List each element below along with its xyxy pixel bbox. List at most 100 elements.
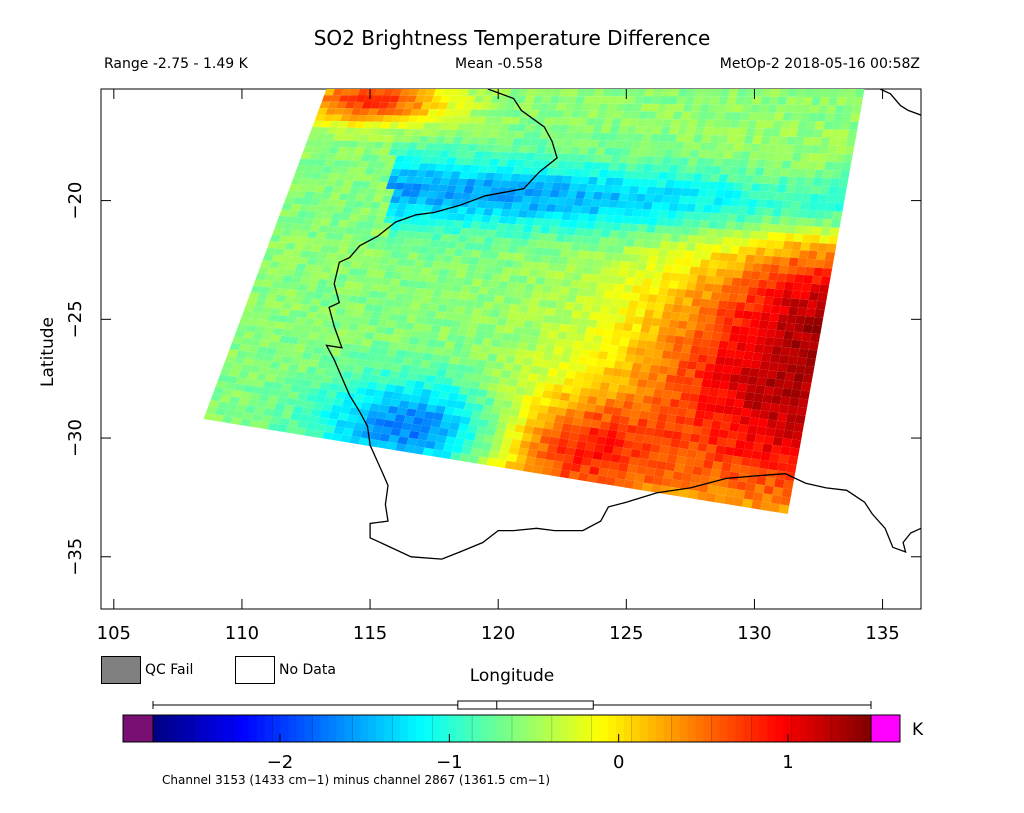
swath-pixel [786,314,797,324]
swath-pixel [781,488,793,498]
swath-pixel [804,365,815,376]
swath-pixel [509,371,521,380]
swath-pixel [601,297,613,307]
swath-pixel [401,135,412,143]
swath-pixel [626,385,637,395]
swath-pixel [711,127,722,136]
swath-pixel [316,205,328,213]
swath-pixel [558,256,569,265]
swath-pixel [299,358,311,367]
swath-pixel [610,337,621,346]
swath-pixel [274,348,286,357]
swath-pixel [697,111,709,120]
swath-pixel [752,263,763,272]
colorbar-segment [695,715,705,742]
swath-pixel [541,466,553,476]
swath-pixel [610,453,622,463]
swath-pixel [748,112,759,121]
swath-pixel [797,120,808,129]
swath-pixel [624,354,635,363]
swath-pixel [470,314,481,323]
swath-pixel [437,184,449,192]
swath-pixel [388,434,400,444]
swath-pixel [531,160,543,168]
swath-pixel [798,299,809,309]
swath-pixel [576,288,588,297]
swath-pixel [379,175,391,183]
swath-pixel [641,133,652,142]
swath-pixel [699,259,711,268]
swath-pixel [701,467,712,477]
swath-pixel [604,359,616,369]
swath-pixel [591,229,603,238]
swath-pixel [728,127,739,136]
swath-pixel [677,447,689,458]
swath-pixel [707,484,718,495]
swath-pixel [683,464,694,475]
swath-pixel [359,289,371,298]
swath-pixel [743,441,755,451]
swath-pixel [330,95,341,102]
swath-pixel [325,179,337,187]
swath-pixel [414,288,426,296]
swath-pixel [346,121,358,128]
swath-pixel [431,261,443,269]
swath-pixel [811,97,821,106]
colorbar-segment [799,715,808,742]
swath-pixel [429,268,441,276]
swath-pixel [273,274,285,282]
swath-pixel [463,214,475,222]
swath-pixel [837,137,848,146]
swath-pixel [777,462,788,472]
coastline [325,89,921,560]
swath-pixel [281,411,293,420]
swath-pixel [829,89,840,98]
swath-pixel [719,292,730,302]
swath-pixel [649,171,660,180]
swath-pixel [391,89,403,96]
swath-pixel [750,183,762,192]
swath-pixel [666,414,677,424]
swath-pixel [763,485,774,495]
swath-pixel [544,240,556,249]
swath-pixel [581,457,593,467]
swath-pixel [278,390,291,398]
swath-pixel [790,160,801,169]
swath-pixel [823,260,834,269]
swath-pixel [676,367,687,377]
swath-pixel [606,469,618,479]
colorbar-segment [823,715,832,742]
swath-pixel [690,142,702,151]
swath-pixel [737,167,748,176]
swath-pixel [502,296,514,305]
swath-pixel [432,289,443,298]
swath-pixel [689,305,701,315]
swath-pixel [773,200,784,209]
swath-pixel [390,278,401,287]
swath-pixel [546,300,558,309]
swath-pixel [817,292,828,302]
swath-pixel [739,465,750,475]
swath-pixel [655,149,666,157]
swath-pixel [673,423,684,433]
swath-pixel [677,360,689,369]
swath-pixel [640,324,651,334]
swath-pixel [285,343,297,351]
swath-pixel [585,326,596,336]
swath-pixel [710,469,722,479]
swath-pixel [819,186,830,195]
swath-pixel [806,121,817,130]
swath-pixel [412,294,424,303]
swath-pixel [495,459,507,468]
swath-pixel [841,113,852,122]
swath-pixel [492,144,504,152]
colorbar-segment [280,715,290,742]
swath-pixel [267,368,279,376]
mean-label: Mean -0.558 [455,56,543,72]
swath-pixel [769,176,780,185]
colorbar-segment [719,715,728,742]
colorbar-segment [448,715,457,742]
swath-pixel [359,373,371,382]
swath-pixel [484,116,495,124]
swath-pixel [809,242,820,252]
